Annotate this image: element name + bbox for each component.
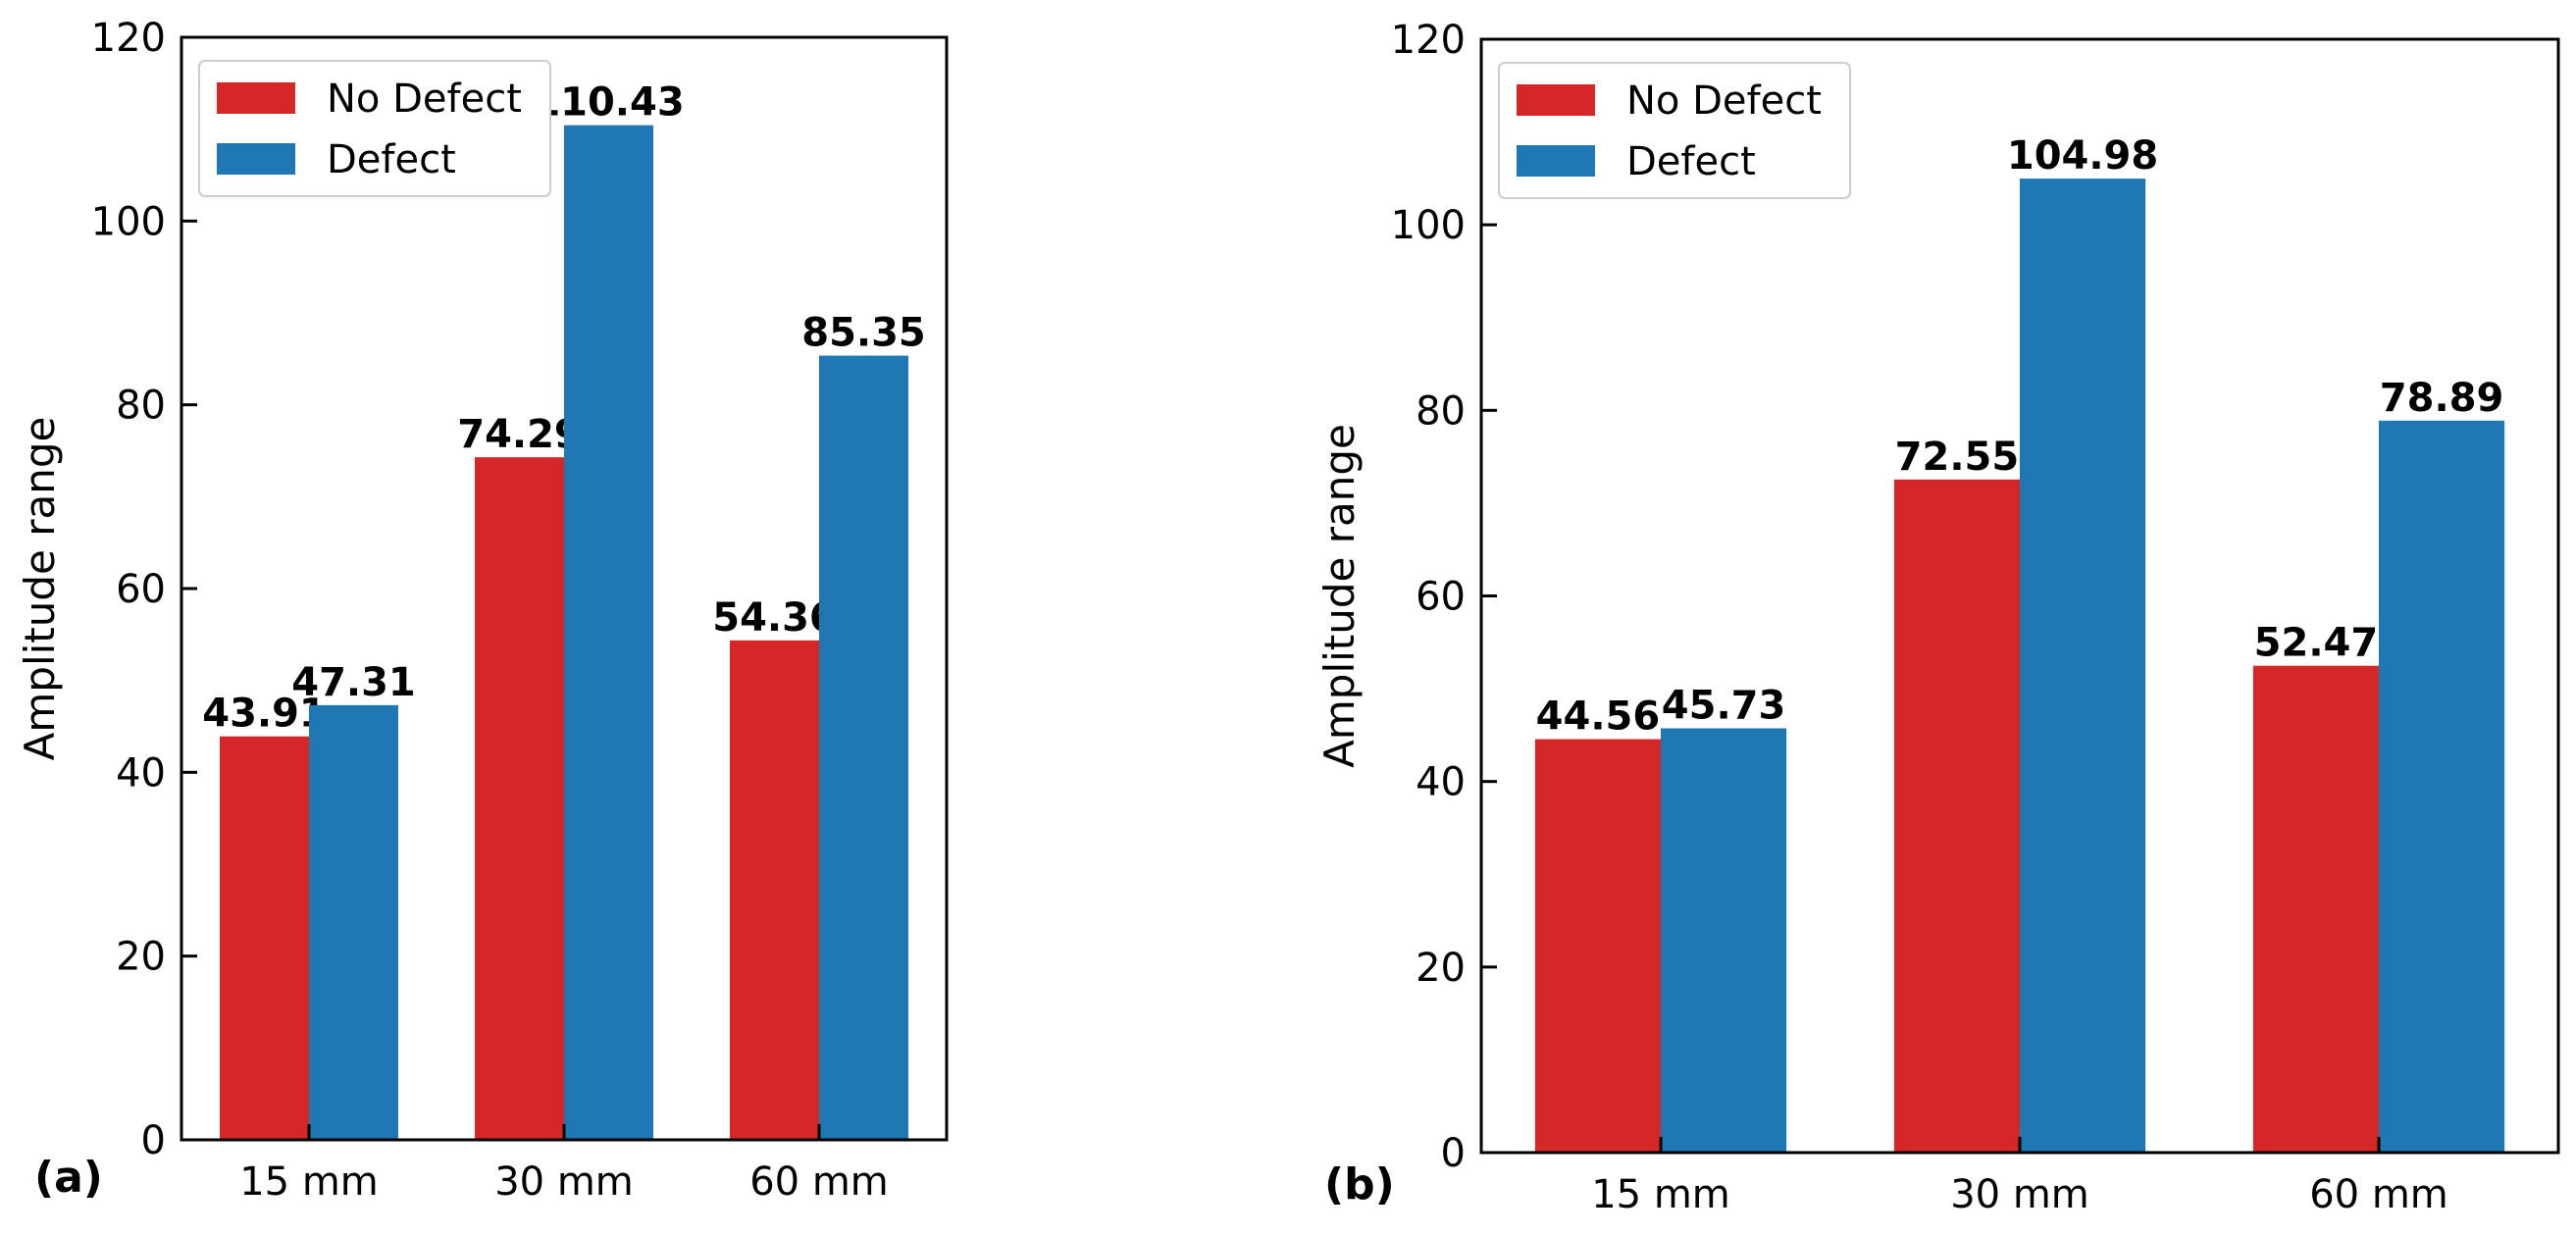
legend-label: Defect [1626, 139, 1756, 184]
legend-swatch-no-defect [217, 82, 295, 114]
panel-label: (a) [34, 1153, 103, 1203]
y-tick-label: 100 [1391, 203, 1466, 248]
legend-label: No Defect [1626, 78, 1822, 124]
bar-no-defect-3 [730, 640, 819, 1140]
x-tick-label: 15 mm [1591, 1172, 1730, 1217]
y-tick-label: 40 [1416, 760, 1466, 805]
bar-no-defect-1 [220, 736, 309, 1140]
y-tick-label: 20 [116, 935, 166, 980]
y-tick-label: 80 [116, 384, 166, 429]
chart-panel-1: 43.91 74.29 54.36 47.31 110.43 85.35 0 20 40 60 80… [16, 16, 949, 1205]
y-tick-label: 80 [1416, 388, 1466, 434]
y-tick-label: 120 [91, 16, 166, 61]
legend-label: Defect [327, 137, 456, 182]
bar-defect-3 [819, 355, 908, 1140]
bar-no-defect-2 [475, 457, 564, 1140]
data-label: 110.43 [533, 80, 684, 126]
data-label: 43.91 [202, 692, 327, 737]
y-tick-label: 120 [1391, 18, 1466, 63]
data-label: 78.89 [2380, 376, 2504, 421]
data-label: 54.36 [712, 595, 837, 641]
x-tick-label: 15 mm [239, 1159, 379, 1205]
legend-swatch-defect [1517, 145, 1595, 177]
legend-label: No Defect [327, 77, 522, 122]
x-tick-label: 30 mm [1950, 1172, 2089, 1217]
y-tick-label: 60 [1416, 575, 1466, 620]
data-label: 44.56 [1536, 695, 1661, 740]
data-label: 85.35 [801, 311, 926, 356]
bar-no-defect-2 [1893, 479, 2020, 1153]
y-axis-label: Amplitude range [1315, 424, 1364, 768]
chart-panel-2: 44.56 72.55 52.47 45.73 104.98 78.89 0 20 40 60 80… [1315, 18, 2560, 1217]
data-label: 47.31 [291, 660, 416, 705]
x-tick-label: 60 mm [749, 1159, 889, 1205]
legend-swatch-defect [217, 143, 295, 175]
bar-defect-2 [2020, 179, 2146, 1154]
data-label: 104.98 [2007, 133, 2158, 179]
bar-defect-1 [1661, 728, 1787, 1153]
bar-no-defect-3 [2252, 665, 2379, 1153]
y-tick-label: 20 [1416, 946, 1466, 991]
x-tick-label: 60 mm [2309, 1172, 2448, 1217]
bar-defect-3 [2379, 420, 2505, 1153]
data-label: 45.73 [1662, 683, 1786, 728]
data-label: 74.29 [457, 412, 582, 457]
y-tick-label: 100 [91, 199, 166, 244]
bar-defect-2 [564, 125, 653, 1140]
y-tick-label: 0 [141, 1118, 166, 1163]
y-axis-label: Amplitude range [16, 417, 64, 761]
x-tick-label: 30 mm [494, 1159, 634, 1205]
y-tick-label: 0 [1441, 1131, 1466, 1176]
y-tick-label: 40 [116, 750, 166, 796]
data-label: 52.47 [2254, 621, 2379, 666]
panel-label: (b) [1324, 1159, 1395, 1209]
data-label: 72.55 [1895, 435, 2020, 480]
y-tick-label: 60 [116, 567, 166, 612]
legend-swatch-no-defect [1517, 84, 1595, 116]
bar-no-defect-1 [1534, 739, 1661, 1153]
bar-defect-1 [309, 704, 398, 1140]
